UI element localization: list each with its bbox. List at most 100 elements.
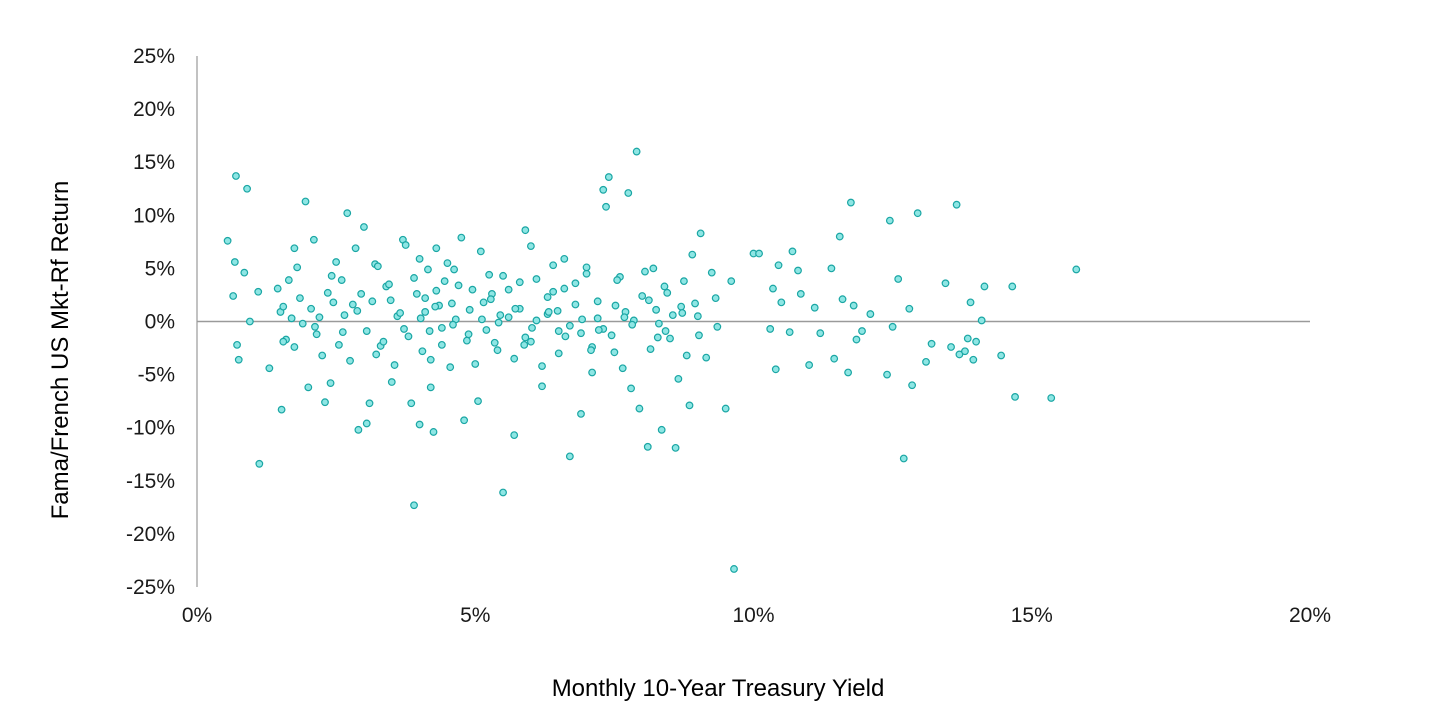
data-point bbox=[1011, 393, 1019, 401]
data-point bbox=[707, 268, 716, 277]
data-point bbox=[571, 300, 580, 309]
y-tick-label: 25% bbox=[133, 45, 175, 68]
data-point bbox=[652, 305, 661, 314]
data-point bbox=[486, 295, 495, 304]
data-point bbox=[425, 327, 434, 335]
y-tick-label: 15% bbox=[133, 151, 175, 174]
data-point bbox=[538, 382, 546, 391]
data-point bbox=[368, 297, 377, 306]
data-point bbox=[641, 267, 649, 276]
data-point bbox=[362, 327, 371, 335]
data-point bbox=[340, 311, 349, 320]
data-point bbox=[265, 364, 274, 373]
data-point bbox=[966, 298, 975, 307]
data-point bbox=[611, 301, 620, 310]
data-point bbox=[372, 350, 381, 359]
data-point bbox=[277, 405, 286, 414]
data-point bbox=[440, 277, 449, 286]
data-point bbox=[357, 289, 366, 298]
data-point bbox=[416, 314, 425, 323]
data-point bbox=[1072, 265, 1081, 274]
data-point bbox=[571, 279, 580, 288]
data-point bbox=[685, 401, 694, 410]
data-point bbox=[899, 454, 908, 463]
data-point bbox=[632, 147, 641, 156]
data-point bbox=[577, 329, 585, 338]
data-point bbox=[553, 306, 562, 315]
data-point bbox=[510, 431, 519, 440]
data-point bbox=[400, 325, 408, 333]
data-point bbox=[273, 284, 282, 293]
data-point bbox=[588, 368, 597, 377]
data-point bbox=[858, 327, 866, 335]
y-tick-label: 20% bbox=[133, 98, 175, 121]
data-point bbox=[927, 339, 936, 348]
data-point bbox=[788, 247, 797, 256]
data-point bbox=[913, 209, 922, 218]
data-point bbox=[279, 337, 288, 346]
data-point bbox=[401, 241, 410, 249]
data-point bbox=[415, 254, 424, 263]
data-point bbox=[407, 399, 416, 408]
data-point bbox=[521, 226, 530, 235]
data-point bbox=[338, 328, 347, 337]
data-point bbox=[449, 320, 457, 329]
data-point bbox=[478, 315, 486, 324]
data-point bbox=[671, 443, 680, 452]
data-point bbox=[321, 398, 329, 407]
data-point bbox=[702, 353, 711, 362]
data-point bbox=[894, 275, 903, 283]
data-point bbox=[905, 304, 914, 313]
data-point bbox=[713, 322, 722, 331]
data-point bbox=[460, 416, 469, 425]
data-point bbox=[602, 202, 610, 211]
data-point bbox=[980, 282, 989, 291]
data-point bbox=[1047, 394, 1056, 402]
data-point bbox=[774, 261, 783, 270]
data-point bbox=[866, 310, 875, 318]
data-point bbox=[504, 313, 513, 322]
data-point bbox=[963, 334, 972, 343]
y-tick-label: 10% bbox=[133, 204, 175, 227]
data-point bbox=[610, 348, 619, 357]
x-axis-title: Monthly 10-Year Treasury Yield bbox=[552, 675, 885, 702]
data-point bbox=[510, 354, 519, 363]
data-point bbox=[329, 298, 338, 307]
data-point bbox=[232, 172, 240, 180]
data-point bbox=[560, 254, 569, 263]
data-point bbox=[245, 317, 254, 326]
data-point bbox=[997, 351, 1006, 360]
data-point bbox=[464, 330, 473, 339]
data-point bbox=[255, 459, 264, 468]
data-point bbox=[293, 263, 302, 272]
data-point bbox=[421, 294, 430, 303]
data-point bbox=[426, 383, 435, 392]
data-point bbox=[457, 233, 466, 242]
data-point bbox=[348, 300, 357, 309]
data-point bbox=[520, 340, 529, 349]
data-point bbox=[298, 319, 307, 328]
data-point bbox=[624, 189, 633, 197]
data-point bbox=[769, 284, 777, 293]
data-point bbox=[961, 347, 969, 356]
data-point bbox=[835, 232, 844, 241]
data-point bbox=[582, 263, 591, 272]
data-point bbox=[578, 315, 586, 324]
data-point bbox=[922, 357, 930, 366]
data-point bbox=[727, 277, 736, 286]
data-point bbox=[661, 327, 670, 335]
data-point bbox=[287, 314, 296, 323]
data-point bbox=[490, 338, 499, 347]
data-point bbox=[816, 329, 825, 338]
data-point bbox=[337, 276, 346, 284]
data-point bbox=[296, 294, 304, 303]
data-point bbox=[846, 198, 855, 207]
data-point bbox=[680, 277, 688, 286]
data-point bbox=[304, 383, 313, 392]
data-point bbox=[499, 488, 507, 497]
data-point bbox=[549, 261, 558, 270]
data-point bbox=[666, 334, 674, 343]
data-point bbox=[450, 265, 459, 274]
data-point bbox=[353, 306, 362, 315]
data-point bbox=[561, 332, 570, 341]
